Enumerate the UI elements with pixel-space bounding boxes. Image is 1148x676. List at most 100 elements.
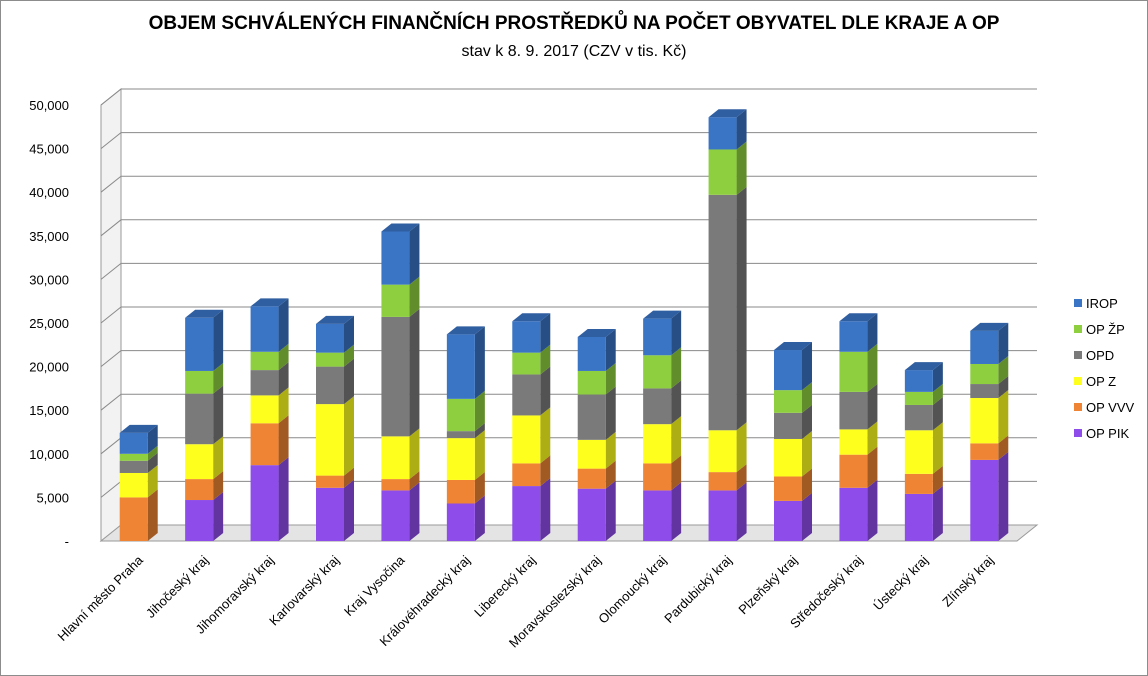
bar-3-op-pik-front: [316, 487, 344, 541]
bar-7-op-vvv-side: [605, 460, 616, 489]
bar-6-op-p-front: [512, 352, 541, 375]
bar-4-op-z-front: [381, 436, 410, 480]
bar-5-irop-front: [446, 334, 475, 399]
y-tick-label: 10,000: [29, 447, 69, 462]
bar-3-irop-top: [316, 315, 354, 324]
bar-0-op-vvv-front: [119, 497, 148, 541]
bar-1-op-p-side: [213, 362, 224, 394]
y-tick-label: 30,000: [29, 272, 69, 287]
bar-10-op-p-side: [802, 382, 812, 413]
legend-swatch-irop: [1074, 299, 1082, 307]
bar-7-op-pik-side: [605, 480, 616, 541]
bar-1-op-pik-side: [213, 492, 224, 541]
bar-4-op-vvv-front: [381, 479, 410, 491]
bar-5-op-pik-side: [474, 495, 485, 541]
bar-3-op-pik-side: [344, 479, 354, 541]
y-tick-label: 5,000: [36, 490, 69, 505]
bar-9-irop-front: [708, 117, 737, 150]
bar-1-irop-side: [213, 309, 224, 371]
bar-3-op-z-front: [316, 404, 344, 476]
bar-10-op-z-side: [802, 430, 812, 477]
x-tick-label: Jihočeský kraj: [143, 552, 211, 620]
y-tick-label: 35,000: [29, 229, 69, 244]
bar-12-op-vvv-front: [904, 473, 933, 494]
bar-10-op-vvv-front: [774, 476, 802, 501]
bar-13-op-p-side: [998, 355, 1009, 385]
bar-12-op-z-side: [932, 422, 943, 474]
bar-0-op-z-front: [119, 472, 148, 498]
y-tick-label: 50,000: [29, 98, 69, 113]
bar-10-opd-front: [774, 412, 802, 439]
legend-label-opd: OPD: [1086, 348, 1114, 363]
legend: IROP OP ŽP OPD OP Z OP VVV OP PIK: [1074, 296, 1135, 441]
y-tick-label: 15,000: [29, 403, 69, 418]
bar-9-irop-side: [736, 109, 747, 150]
bar-1-irop-front: [185, 317, 214, 371]
bars: [119, 109, 1009, 541]
bar-8-op-pik-side: [671, 482, 682, 541]
bar-5-op-z-front: [446, 438, 475, 480]
bar-13-op-p-front: [970, 363, 999, 385]
bar-11-irop-top: [839, 313, 878, 322]
bar-2-op-p-side: [278, 343, 289, 371]
y-axis-ticks: - 5,000 10,000 15,000 20,000 25,000 30,000 35,0…: [29, 98, 69, 549]
bar-12-irop-side: [932, 362, 943, 392]
bar-2-irop-side: [278, 298, 289, 352]
bar-13-op-vvv-side: [998, 435, 1009, 460]
bar-6-opd-side: [540, 366, 551, 416]
y-tick-label: 25,000: [29, 316, 69, 331]
bar-6-op-pik-side: [540, 478, 551, 541]
bar-7-op-z-side: [605, 431, 616, 469]
x-tick-label: Plzeňský kraj: [735, 552, 800, 617]
bar-1-opd-front: [185, 393, 214, 445]
legend-label-op-pik: OP PIK: [1086, 426, 1129, 441]
legend-swatch-op-z: [1074, 377, 1082, 385]
bar-6-irop-front: [512, 321, 541, 353]
bar-6-opd-front: [512, 374, 541, 416]
bar-10-op-pik-side: [802, 492, 812, 541]
bar-11-opd-front: [839, 391, 868, 430]
y-tick-label: 40,000: [29, 185, 69, 200]
bar-6-irop-side: [540, 313, 551, 353]
bar-3-opd-side: [344, 358, 354, 405]
bar-7-op-p-front: [577, 370, 606, 395]
bar-11-op-vvv-side: [867, 446, 878, 488]
x-tick-label: Liberecký kraj: [471, 552, 538, 619]
bar-9-op-z-front: [708, 430, 737, 473]
bar-1-irop-top: [185, 309, 224, 318]
bar-9-op-vvv-side: [736, 464, 747, 491]
bar-0-opd-front: [119, 460, 148, 473]
bar-5-op-vvv-side: [474, 471, 485, 504]
bar-11-op-p-side: [867, 343, 878, 392]
bar-1-opd-side: [213, 385, 224, 445]
bar-3-op-vvv-side: [344, 467, 354, 488]
bar-4-op-p-front: [381, 284, 410, 317]
bar-1-op-pik-front: [185, 500, 214, 541]
bar-0-irop-side: [147, 424, 158, 454]
bar-13-opd-side: [998, 376, 1009, 398]
bar-13-op-z-side: [998, 389, 1009, 444]
bar-4-irop-side: [409, 223, 420, 285]
bar-10-opd-side: [802, 404, 812, 439]
bar-2-op-z-side: [278, 387, 289, 424]
bar-12-op-p-side: [932, 383, 943, 405]
bar-1-op-vvv-side: [213, 471, 224, 501]
bar-11-op-z-side: [867, 421, 878, 455]
bar-5-opd-front: [446, 431, 475, 439]
bar-8-opd-side: [671, 380, 682, 425]
bar-0-op-vvv-side: [147, 489, 158, 541]
x-tick-label: Karlovarský kraj: [266, 552, 342, 628]
bar-11-op-pik-front: [839, 487, 868, 541]
bar-5-op-p-side: [474, 390, 485, 432]
bar-10-irop-front: [774, 350, 802, 391]
bar-7-irop-top: [577, 328, 616, 337]
bar-7-opd-front: [577, 394, 606, 440]
bar-2-irop-top: [250, 298, 289, 307]
x-tick-label: Kraj Vysočina: [341, 552, 408, 619]
bar-8-irop-front: [643, 318, 672, 356]
bar-8-op-vvv-side: [671, 455, 682, 491]
bar-12-op-vvv-side: [932, 465, 943, 494]
